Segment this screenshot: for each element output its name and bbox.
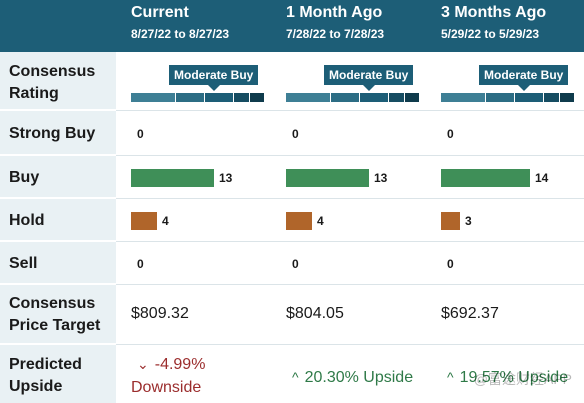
row-predicted-upside: Predicted Upside ⌄ -4.99% Downside ^ 20.30… (0, 345, 584, 403)
sell-count-3-months-ago: 0 (447, 257, 454, 271)
column-date-range: 7/28/22 to 7/28/23 (286, 27, 385, 41)
predicted-upside-current: ⌄ -4.99% (137, 356, 205, 374)
rating-badge: Moderate Buy (479, 65, 569, 91)
column-title: 1 Month Ago (286, 4, 383, 21)
row-label-line1: Consensus (9, 63, 96, 80)
row-sell: Sell 0 0 0 (0, 242, 584, 285)
column-date-range: 8/27/22 to 8/27/23 (131, 27, 230, 41)
rating-badge: Moderate Buy (324, 65, 414, 91)
row-label-line2: Upside (9, 378, 63, 395)
row-label-text: Buy (9, 169, 40, 186)
strong-buy-count-1-month-ago: 0 (292, 127, 299, 141)
row-label-text: Hold (9, 212, 45, 229)
upside-value: -4.99% (154, 356, 206, 373)
row-divider (116, 241, 584, 242)
upside-value: 19.57% Upside (459, 369, 569, 386)
column-title: 3 Months Ago (441, 4, 547, 21)
row-label: Sell (0, 242, 116, 285)
chevron-up-icon: ^ (447, 369, 454, 385)
buy-count-1-month-ago: 13 (374, 171, 388, 185)
rating-cell-1-month-ago: Moderate Buy (286, 52, 419, 111)
upside-value: 20.30% Upside (304, 369, 414, 386)
row-label-line1: Consensus (9, 295, 96, 312)
rating-cell-current: Moderate Buy (131, 52, 264, 111)
predicted-upside-3-months-ago: ^ 19.57% Upside (447, 369, 568, 387)
chevron-down-icon: ⌄ (137, 356, 149, 372)
buy-bar-current (131, 169, 214, 187)
row-hold: Hold 4 4 3 (0, 199, 584, 242)
column-date-range: 5/29/22 to 5/29/23 (441, 27, 540, 41)
predicted-upside-current-direction: Downside (131, 379, 202, 396)
hold-bar-3-months-ago (441, 212, 460, 230)
hold-count-3-months-ago: 3 (465, 214, 472, 228)
row-label-line2: Rating (9, 85, 59, 102)
column-title: Current (131, 4, 189, 21)
watermark: @富途财经APP (473, 371, 572, 387)
row-label: Buy (0, 156, 116, 199)
row-label-text: Strong Buy (9, 125, 96, 142)
price-target-current: $809.32 (131, 305, 189, 322)
row-buy: Buy 13 13 14 (0, 156, 584, 199)
row-label-line1: Predicted (9, 356, 82, 373)
row-divider (116, 198, 584, 199)
row-divider (116, 155, 584, 156)
predicted-upside-1-month-ago: ^ 20.30% Upside (292, 369, 413, 387)
row-divider (116, 344, 584, 345)
row-divider (116, 110, 584, 111)
hold-count-1-month-ago: 4 (317, 214, 324, 228)
row-label: Predicted Upside (0, 345, 116, 403)
row-label: Hold (0, 199, 116, 242)
row-label: Consensus Rating (0, 52, 116, 111)
buy-count-3-months-ago: 14 (535, 171, 549, 185)
buy-bar-1-month-ago (286, 169, 369, 187)
rating-scale (441, 93, 575, 102)
strong-buy-count-current: 0 (137, 127, 144, 141)
chevron-up-icon: ^ (292, 369, 299, 385)
row-label-line2: Price Target (9, 317, 101, 334)
row-price-target: Consensus Price Target $809.32 $804.05 $… (0, 285, 584, 345)
price-target-1-month-ago: $804.05 (286, 305, 344, 322)
hold-bar-current (131, 212, 157, 230)
rating-badge: Moderate Buy (169, 65, 259, 91)
row-label: Strong Buy (0, 111, 116, 156)
rating-scale (286, 93, 420, 102)
rating-cell-3-months-ago: Moderate Buy (441, 52, 574, 111)
rating-scale (131, 93, 265, 102)
hold-bar-1-month-ago (286, 212, 312, 230)
table-header: Current 8/27/22 to 8/27/23 1 Month Ago 7… (0, 0, 584, 52)
sell-count-1-month-ago: 0 (292, 257, 299, 271)
price-target-3-months-ago: $692.37 (441, 305, 499, 322)
buy-bar-3-months-ago (441, 169, 530, 187)
hold-count-current: 4 (162, 214, 169, 228)
row-strong-buy: Strong Buy 0 0 0 (0, 111, 584, 156)
row-label-text: Sell (9, 255, 38, 272)
row-label: Consensus Price Target (0, 285, 116, 345)
row-consensus-rating: Consensus Rating Moderate Buy Moderate B… (0, 52, 584, 111)
row-divider (116, 284, 584, 285)
sell-count-current: 0 (137, 257, 144, 271)
buy-count-current: 13 (219, 171, 233, 185)
strong-buy-count-3-months-ago: 0 (447, 127, 454, 141)
